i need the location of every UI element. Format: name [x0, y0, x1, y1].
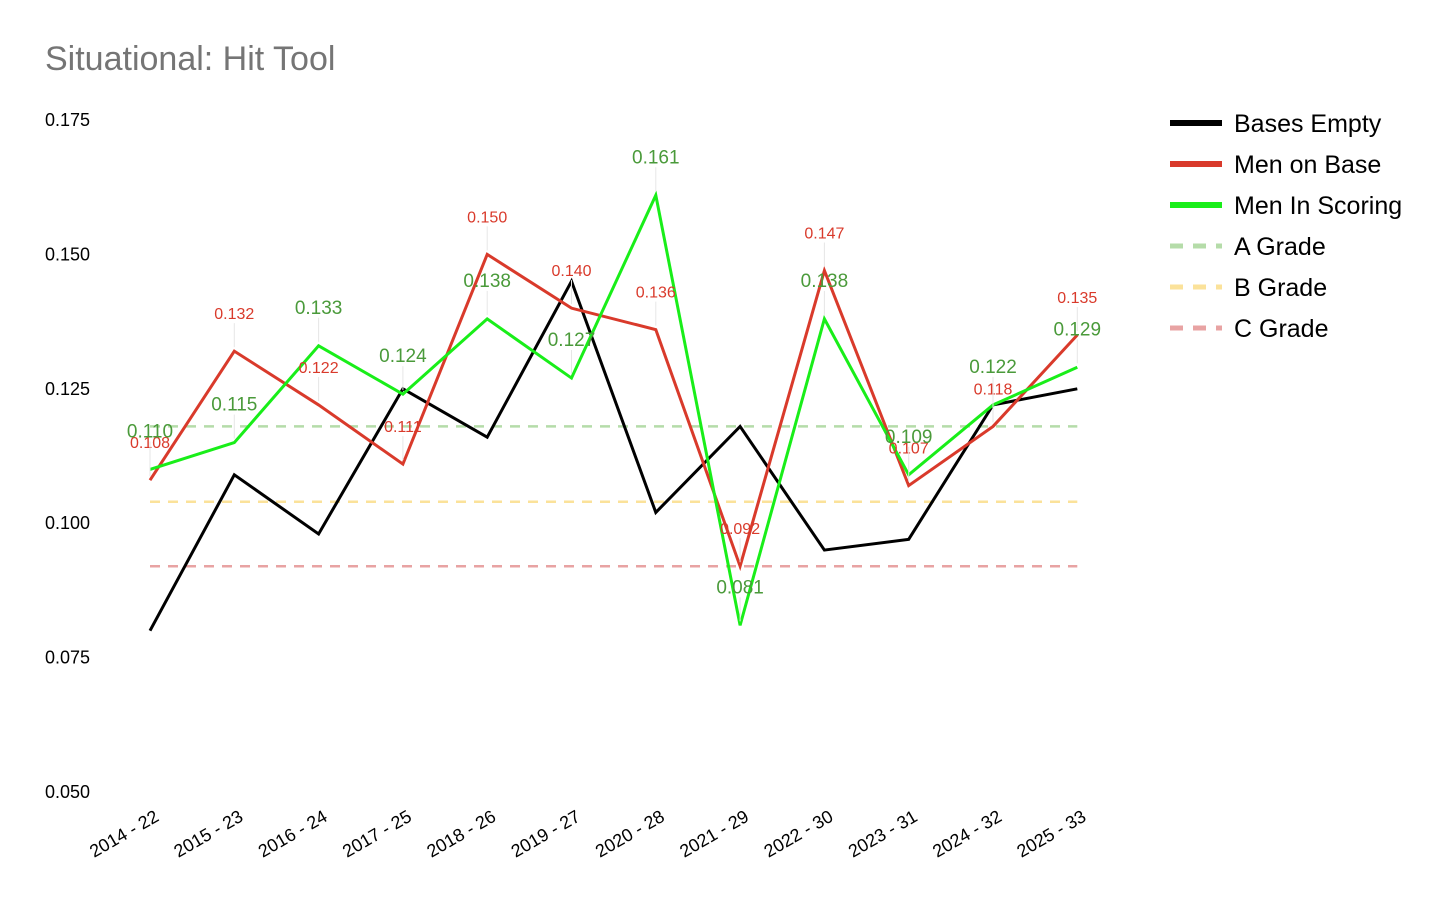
reference-lines	[150, 425, 1078, 568]
y-tick-label: 0.150	[45, 244, 90, 264]
men-on-base-line	[148, 252, 1079, 572]
men-on-base-data-label: 0.111	[384, 419, 422, 436]
men-on-base-data-label: 0.147	[804, 226, 844, 243]
men-on-base-data-label: 0.150	[467, 209, 507, 226]
men-in-scoring-data-label: 0.124	[379, 346, 427, 367]
x-tick-label: 2025 - 33	[1013, 806, 1089, 861]
legend-label-men-on-base: Men on Base	[1234, 151, 1381, 179]
y-tick-label: 0.175	[45, 110, 90, 130]
men-on-base-data-label: 0.132	[214, 306, 254, 323]
legend-label-bases-empty: Bases Empty	[1234, 110, 1382, 138]
men-on-base-data-label: 0.135	[1057, 290, 1097, 307]
legend-label-a-grade: A Grade	[1234, 233, 1326, 261]
men-in-scoring-data-label: 0.138	[801, 271, 849, 292]
x-axis: 2014 - 22 2015 - 23 2016 - 24 2017 - 25 2018…	[86, 806, 1089, 861]
y-tick-label: 0.100	[45, 513, 90, 533]
x-tick-label: 2022 - 30	[761, 806, 837, 861]
men-in-scoring-line	[149, 190, 1078, 626]
men-in-scoring-data-label: 0.161	[632, 147, 680, 168]
men-in-scoring-data-label: 0.081	[716, 577, 764, 598]
x-tick-label: 2017 - 25	[339, 806, 415, 861]
y-tick-label: 0.125	[45, 379, 90, 399]
data-labels: 0.1080.1320.1220.1110.1500.1400.1360.092…	[127, 147, 1102, 622]
x-tick-label: 2018 - 26	[423, 806, 499, 861]
x-tick-label: 2015 - 23	[170, 806, 246, 861]
men-in-scoring-data-label: 0.115	[211, 395, 257, 416]
men-in-scoring-data-label: 0.129	[1054, 319, 1102, 340]
men-in-scoring-data-label: 0.127	[548, 330, 596, 351]
men-in-scoring-data-label: 0.109	[885, 427, 933, 448]
men-in-scoring-data-label: 0.133	[295, 298, 343, 319]
y-tick-label: 0.050	[45, 782, 90, 802]
x-tick-label: 2019 - 27	[508, 806, 584, 861]
chart-title: Situational: Hit Tool	[45, 40, 336, 78]
men-in-scoring-data-label: 0.122	[969, 357, 1017, 378]
legend-label-b-grade: B Grade	[1234, 274, 1327, 302]
men-on-base-data-label: 0.122	[299, 360, 339, 377]
series-lines	[148, 190, 1079, 632]
x-tick-label: 2024 - 32	[929, 806, 1005, 861]
x-tick-label: 2021 - 29	[676, 806, 752, 861]
legend-label-c-grade: C Grade	[1234, 315, 1328, 343]
men-in-scoring-data-label: 0.138	[463, 271, 511, 292]
men-on-base-data-label: 0.092	[720, 521, 760, 538]
legend-label-men-in-scoring: Men In Scoring	[1234, 192, 1402, 220]
men-on-base-data-label: 0.136	[636, 285, 676, 302]
men-in-scoring-data-label: 0.110	[127, 421, 173, 442]
men-on-base-data-label: 0.140	[551, 263, 591, 280]
x-tick-label: 2016 - 24	[255, 806, 331, 861]
bases-empty-line	[148, 277, 1078, 632]
x-tick-label: 2023 - 31	[845, 806, 921, 861]
x-tick-label: 2020 - 28	[592, 806, 668, 861]
legend: Bases Empty Men on Base Men In Scoring A Gr…	[1170, 110, 1402, 343]
x-tick-label: 2014 - 22	[86, 806, 162, 861]
y-axis: 0.175 0.150 0.125 0.100 0.075 0.050	[45, 110, 90, 802]
y-tick-label: 0.075	[45, 648, 90, 668]
